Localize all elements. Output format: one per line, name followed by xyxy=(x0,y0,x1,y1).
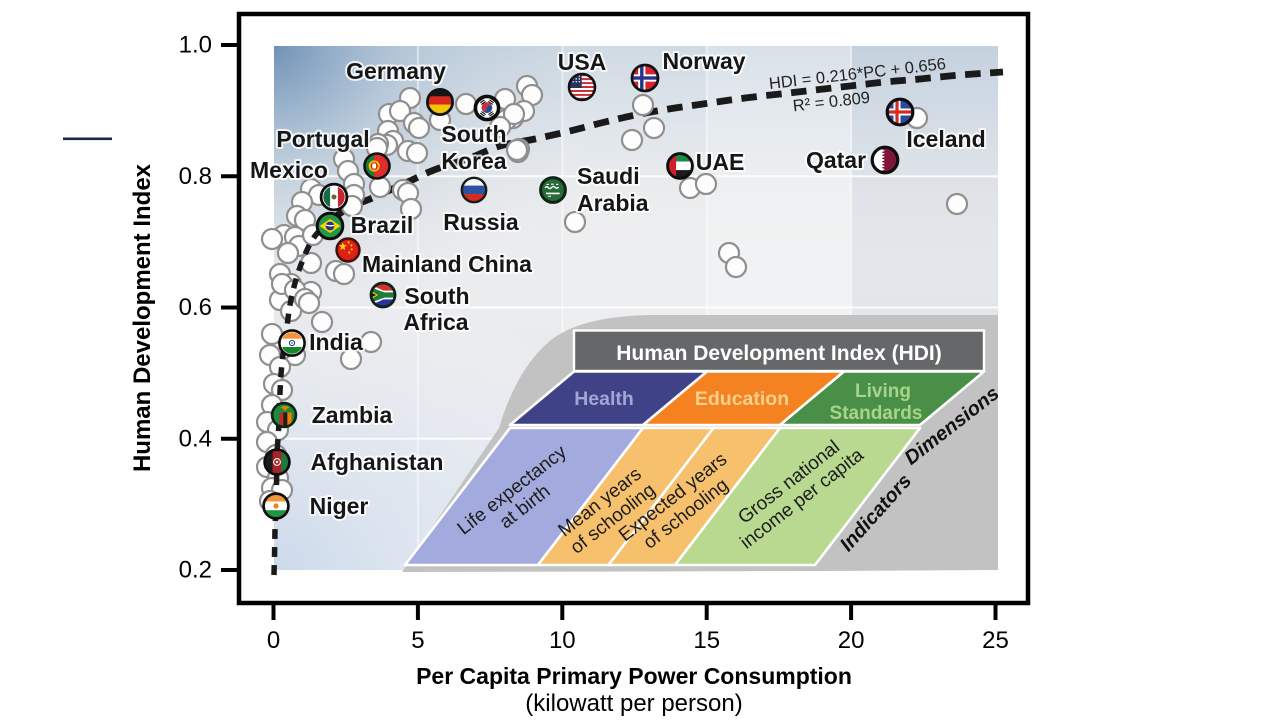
svg-text:Russia: Russia xyxy=(443,209,519,235)
svg-text:Zambia: Zambia xyxy=(312,402,393,428)
svg-text:South: South xyxy=(404,283,469,309)
svg-text:Per Capita Primary Power Consu: Per Capita Primary Power Consumption xyxy=(416,663,852,689)
svg-text:Brazil: Brazil xyxy=(351,212,414,238)
svg-text:Iceland: Iceland xyxy=(906,126,985,152)
svg-text:5: 5 xyxy=(411,627,424,654)
svg-text:Afghanistan: Afghanistan xyxy=(311,449,444,475)
svg-text:Human Development Index: Human Development Index xyxy=(129,163,156,472)
svg-text:(kilowatt per person): (kilowatt per person) xyxy=(525,690,742,717)
svg-text:Education: Education xyxy=(695,388,789,410)
svg-text:Standards: Standards xyxy=(830,403,923,424)
svg-text:Health: Health xyxy=(574,388,634,410)
svg-text:Arabia: Arabia xyxy=(577,190,649,216)
svg-text:0.6: 0.6 xyxy=(179,294,212,321)
svg-text:Human Development Index (HDI): Human Development Index (HDI) xyxy=(616,342,942,365)
svg-text:Mainland China: Mainland China xyxy=(362,251,532,277)
svg-text:0.4: 0.4 xyxy=(179,425,212,452)
svg-text:Portugal: Portugal xyxy=(276,126,369,152)
svg-text:25: 25 xyxy=(982,627,1009,654)
svg-text:India: India xyxy=(309,329,363,355)
svg-text:Korea: Korea xyxy=(441,148,506,174)
svg-text:Mexico: Mexico xyxy=(250,157,328,183)
svg-text:South: South xyxy=(441,121,506,147)
svg-text:UAE: UAE xyxy=(696,149,745,175)
svg-text:USA: USA xyxy=(558,49,607,75)
svg-text:Norway: Norway xyxy=(662,48,745,74)
svg-text:Africa: Africa xyxy=(403,309,468,335)
svg-text:Germany: Germany xyxy=(346,58,446,84)
svg-text:0.2: 0.2 xyxy=(179,557,212,584)
svg-text:0.8: 0.8 xyxy=(179,163,212,190)
svg-text:0: 0 xyxy=(267,627,280,654)
svg-text:10: 10 xyxy=(549,627,576,654)
svg-text:Niger: Niger xyxy=(310,493,369,519)
svg-text:1.0: 1.0 xyxy=(179,32,212,59)
svg-text:Qatar: Qatar xyxy=(806,147,866,173)
svg-text:20: 20 xyxy=(838,627,865,654)
svg-text:15: 15 xyxy=(693,627,720,654)
svg-text:Living: Living xyxy=(855,381,911,402)
svg-text:Saudi: Saudi xyxy=(577,163,640,189)
